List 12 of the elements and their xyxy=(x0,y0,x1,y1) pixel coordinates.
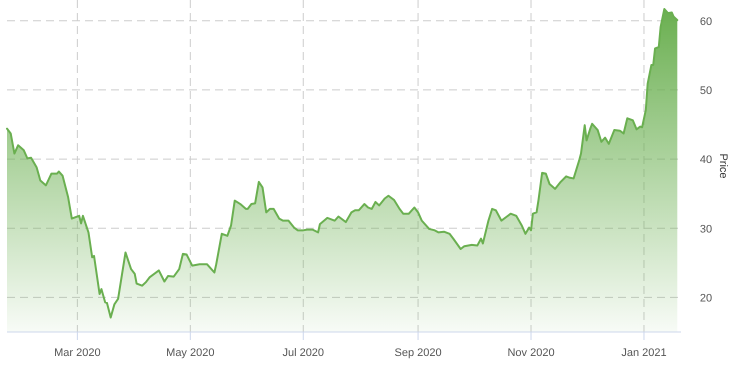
y-tick-label: 60 xyxy=(700,16,712,28)
y-axis-title: Price xyxy=(717,153,729,179)
x-tick-label: Mar 2020 xyxy=(54,347,101,359)
y-tick-label: 40 xyxy=(700,154,712,166)
x-tick-label: May 2020 xyxy=(166,347,214,359)
y-tick-label: 30 xyxy=(700,223,712,236)
x-tick-label: Jan 2021 xyxy=(621,347,667,359)
y-tick-label: 20 xyxy=(700,292,712,304)
x-tick-label: Sep 2020 xyxy=(394,347,442,359)
x-tick-label: Jul 2020 xyxy=(282,347,324,359)
y-tick-label: 50 xyxy=(700,84,712,97)
x-tick-label: Nov 2020 xyxy=(507,347,555,359)
